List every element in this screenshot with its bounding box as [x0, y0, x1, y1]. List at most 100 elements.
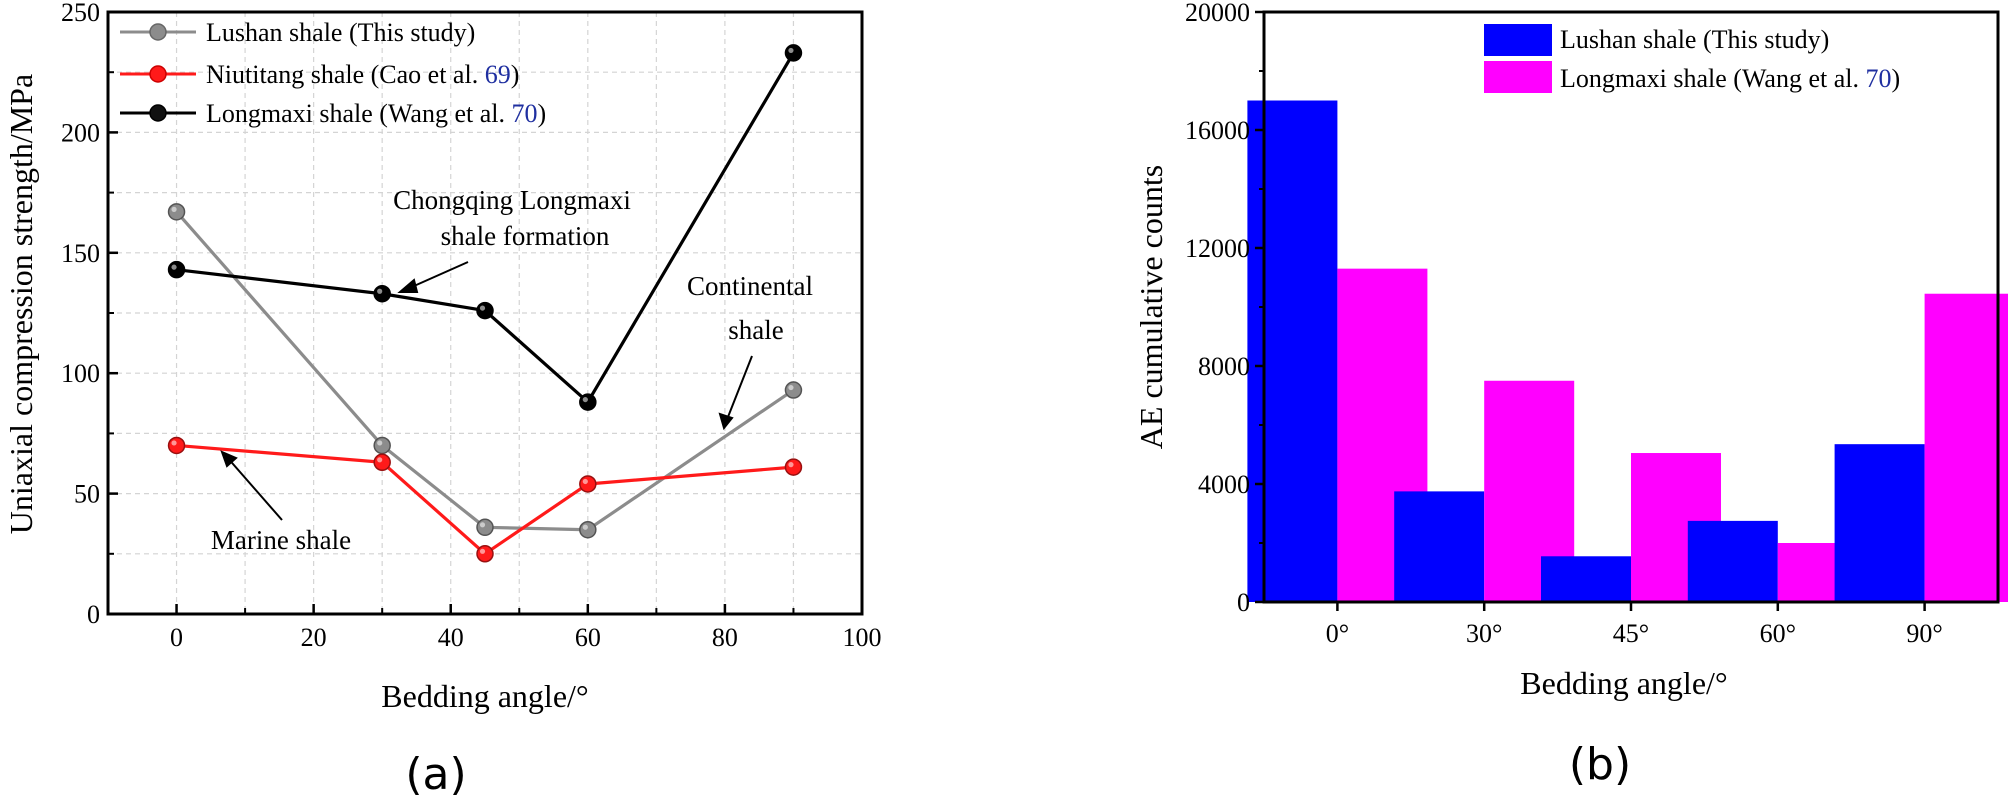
data-point — [476, 301, 494, 320]
data-point-highlight — [788, 384, 794, 391]
legend-item-longmaxi: Longmaxi shale (Wang et al. 70) — [120, 99, 546, 128]
y-tick-label: 20000 — [1185, 0, 1250, 27]
y-tick-label: 16000 — [1185, 116, 1250, 145]
data-point-highlight — [479, 522, 486, 528]
annotation-marine: Marine shale — [211, 525, 351, 555]
data-point — [167, 203, 186, 221]
bar-1 — [1924, 293, 2008, 602]
annotation-continental-line1: Continental — [687, 271, 813, 301]
data-series — [167, 44, 803, 563]
legend-label-suffix: ) — [1891, 64, 1900, 93]
data-point — [579, 520, 597, 539]
legend-label-text: Lushan shale (This study) — [206, 18, 475, 47]
y-tick-label: 0 — [1237, 588, 1250, 617]
y-tick-label: 4000 — [1198, 470, 1250, 499]
data-point — [784, 44, 803, 62]
axis-ticks: 0° 30° 45° 60° 90° 0 4000 8000 12000 16000 20000 — [1185, 0, 1943, 648]
legend-label: Longmaxi shale (Wang et al. 70) — [206, 99, 546, 128]
legend-label: Lushan shale (This study) — [206, 18, 475, 47]
data-point-highlight — [479, 548, 486, 554]
series-2 — [167, 44, 803, 411]
series-0 — [167, 203, 803, 539]
x-axis-title: Bedding angle/° — [381, 678, 588, 714]
legend-swatch — [1484, 61, 1552, 93]
legend-swatch — [1484, 24, 1552, 56]
bar-0 — [1834, 444, 1925, 602]
data-point — [373, 284, 391, 303]
data-point-highlight — [171, 440, 177, 446]
data-point — [373, 453, 391, 472]
x-tick-label: 60 — [575, 623, 601, 652]
data-point — [784, 381, 803, 399]
legend-item-lushan: Lushan shale (This study) — [1484, 24, 1829, 56]
legend-label: Longmaxi shale (Wang et al. 70) — [1560, 64, 1900, 93]
legend-citation: 69 — [485, 60, 511, 89]
y-tick-label: 150 — [61, 239, 100, 268]
x-tick-label: 30° — [1466, 619, 1502, 648]
legend-label-text: Longmaxi shale (Wang et al. — [1560, 64, 1865, 93]
x-tick-label: 100 — [843, 623, 882, 652]
legend-swatch-marker — [149, 104, 167, 122]
axis-ticks: 0 20 40 60 80 100 0 50 100 150 200 250 — [61, 0, 882, 652]
y-tick-label: 0 — [87, 600, 100, 629]
legend-label-suffix: ) — [511, 60, 520, 89]
data-point — [476, 545, 494, 563]
data-point-highlight — [377, 440, 383, 446]
line-chart-panel-a: 0 20 40 60 80 100 0 50 100 150 200 250 Chongqing Lo… — [3, 0, 882, 800]
y-tick-label: 200 — [61, 118, 100, 147]
bar-0 — [1247, 100, 1338, 602]
y-tick-label: 12000 — [1185, 234, 1250, 263]
legend-label-suffix: ) — [537, 99, 546, 128]
legend-citation: 70 — [1865, 64, 1891, 93]
legend-item-longmaxi: Longmaxi shale (Wang et al. 70) — [1484, 61, 1900, 93]
data-point — [167, 260, 186, 279]
x-tick-label: 60° — [1760, 619, 1796, 648]
panel-label-a: (a) — [405, 749, 466, 800]
x-tick-label: 0 — [170, 623, 183, 652]
legend-swatch-marker — [149, 65, 167, 83]
arrow-continental-head — [718, 412, 734, 431]
bar-0 — [1687, 520, 1778, 602]
data-point-highlight — [582, 396, 588, 403]
arrow-chongqing-head — [397, 278, 419, 293]
data-point-highlight — [171, 264, 177, 270]
x-tick-label: 80 — [712, 623, 738, 652]
legend-item-niutitang: Niutitang shale (Cao et al. 69) — [120, 60, 519, 89]
y-tick-label: 50 — [74, 480, 100, 509]
x-axis-title: Bedding angle/° — [1520, 665, 1727, 701]
annotation-continental-line2: shale — [728, 315, 783, 345]
legend-swatch-marker — [149, 23, 167, 41]
legend-label-text: Lushan shale (This study) — [1560, 25, 1829, 54]
grid-lines — [108, 12, 862, 614]
x-tick-label: 40 — [438, 623, 464, 652]
data-point — [373, 436, 391, 455]
panel-label-b: (b) — [1569, 739, 1631, 790]
data-point-highlight — [788, 462, 794, 468]
bar-0 — [1541, 556, 1631, 602]
legend: Lushan shale (This study) Niutitang shal… — [120, 18, 546, 128]
legend: Lushan shale (This study) Longmaxi shale… — [1484, 24, 1900, 93]
data-point-highlight — [377, 457, 383, 463]
data-point — [579, 475, 597, 493]
arrow-marine — [225, 455, 283, 521]
legend-label: Lushan shale (This study) — [1560, 25, 1829, 54]
series-line — [175, 210, 795, 532]
data-point-highlight — [582, 524, 588, 530]
annotation-chongqing-line1: Chongqing Longmaxi — [393, 185, 631, 215]
bar-chart-panel-b: 0° 30° 45° 60° 90° 0 4000 8000 12000 16000 20000 L… — [1133, 0, 2008, 790]
data-point-highlight — [479, 305, 486, 311]
x-tick-label: 45° — [1613, 619, 1649, 648]
data-point-highlight — [377, 288, 383, 294]
bars — [1247, 100, 2008, 602]
data-point — [167, 436, 186, 455]
legend-item-lushan: Lushan shale (This study) — [120, 18, 475, 47]
bar-0 — [1394, 491, 1485, 602]
legend-label-text: Longmaxi shale (Wang et al. — [206, 99, 511, 128]
legend-label: Niutitang shale (Cao et al. 69) — [206, 60, 519, 89]
data-point — [579, 393, 597, 411]
annotation-arrows — [220, 261, 753, 521]
y-tick-label: 100 — [61, 359, 100, 388]
arrow-marine-head — [220, 450, 238, 468]
y-tick-label: 250 — [61, 0, 100, 27]
